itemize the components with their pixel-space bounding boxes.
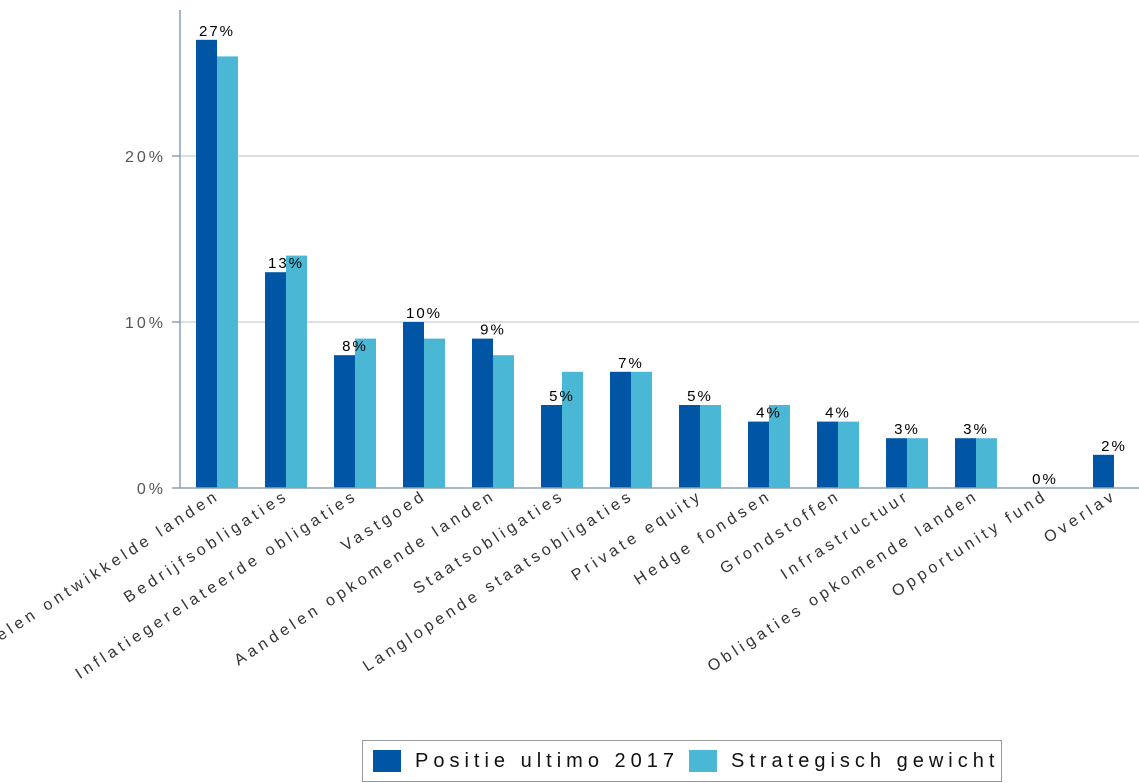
bar [976, 438, 997, 488]
y-tick-label: 0% [137, 481, 166, 498]
labels: 0%10%20%27%13%8%10%9%5%7%5%4% 4%3% 3%0%2%A… [0, 23, 1127, 683]
x-tick-label: Inflatiegerelateerde obligaties [73, 487, 362, 683]
legend-label-series-1: Positie ultimo 2017 [415, 749, 679, 772]
data-label: 3% [894, 421, 920, 438]
bar [355, 338, 376, 488]
bar [403, 322, 424, 488]
data-label: 7% [618, 355, 644, 372]
data-label: 4% [756, 405, 782, 422]
data-label: 5% [687, 388, 713, 405]
y-tick-label: 20% [125, 149, 166, 166]
bar [1093, 454, 1114, 488]
legend-item-series-2: Strategisch gewicht [688, 749, 1000, 773]
bars [196, 39, 1114, 489]
legend-swatch-series-1 [373, 750, 401, 772]
bar [838, 421, 859, 488]
data-label: 13% [268, 255, 304, 272]
bar [769, 405, 790, 488]
bar [472, 338, 493, 488]
legend: Positie ultimo 2017 Strategisch gewicht [362, 740, 1002, 782]
bar [493, 355, 514, 488]
data-label: 8% [342, 338, 368, 355]
legend-item-series-1: Positie ultimo 2017 [373, 750, 679, 773]
bar [541, 405, 562, 488]
data-label: 0% [1032, 471, 1058, 488]
bar [265, 272, 286, 488]
bar [886, 438, 907, 488]
data-label: 10% [406, 305, 442, 322]
bar [286, 255, 307, 488]
data-label: 5% [549, 388, 575, 405]
axes [172, 10, 1139, 489]
bar [700, 405, 721, 488]
legend-swatch-series-2 [688, 750, 717, 772]
bar [955, 438, 976, 488]
bar [217, 56, 238, 489]
bar [610, 371, 631, 488]
data-label: 9% [480, 322, 506, 339]
data-label: 4% [825, 405, 851, 422]
bar [424, 338, 445, 488]
x-tick-label: Grondstoffen [717, 487, 844, 578]
data-label: 27% [199, 23, 235, 40]
x-tick-label: Overlav [1041, 487, 1120, 547]
bar [196, 39, 217, 489]
legend-label-series-2: Strategisch gewicht [730, 749, 1000, 772]
bar [907, 438, 928, 488]
data-label: 2% [1101, 438, 1127, 455]
y-tick-label: 10% [125, 315, 166, 332]
bar [334, 355, 355, 488]
bar [679, 405, 700, 488]
bar [817, 421, 838, 488]
bar [748, 421, 769, 488]
gridlines [180, 155, 1139, 323]
bar [562, 371, 583, 488]
data-label: 3% [963, 421, 989, 438]
bar [631, 371, 652, 488]
